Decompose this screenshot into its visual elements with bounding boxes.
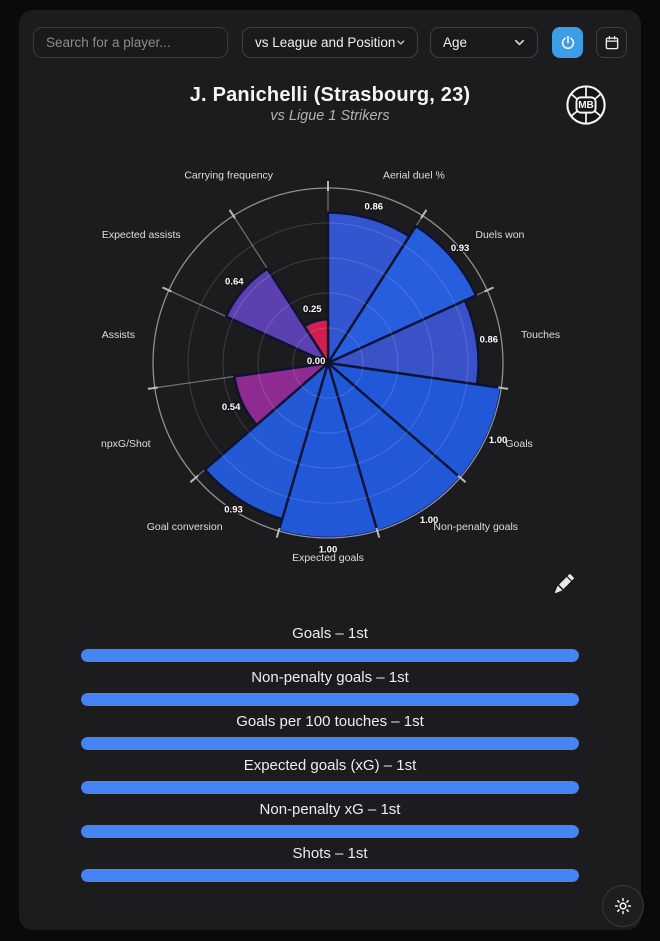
ranking-label: Non-penalty goals – 1st [251,669,409,686]
ranking-bar-fill [81,693,579,706]
theme-toggle-button[interactable] [602,885,644,927]
ranking-bar-track [81,693,579,706]
calendar-button[interactable] [596,27,627,58]
ranking-label: Goals – 1st [292,625,368,642]
edit-button[interactable] [551,570,577,596]
page-subtitle: vs Ligue 1 Strikers [270,108,390,124]
age-dropdown-label: Age [443,35,468,50]
league-position-dropdown-label: vs League and Position [255,35,396,50]
chevron-down-icon [514,39,525,46]
page-title: J. Panichelli (Strasbourg, 23) [189,84,471,106]
ranking-bar-track [81,781,579,794]
main-card: vs League and Position Age J. Panichelli… [19,10,644,930]
ranking-label: Goals per 100 touches – 1st [236,713,424,730]
age-dropdown[interactable]: Age [430,27,538,58]
league-position-dropdown[interactable]: vs League and Position [242,27,418,58]
ranking-row: Non-penalty goals – 1st [19,668,641,712]
ranking-bar-fill [81,825,579,838]
ranking-row: Non-penalty xG – 1st [19,800,641,844]
ranking-label: Non-penalty xG – 1st [259,801,401,818]
sun-icon [614,897,632,915]
ranking-row: Goals per 100 touches – 1st [19,712,641,756]
ranking-bars-section: Goals – 1st Non-penalty goals – 1st Goals … [19,624,641,888]
ranking-row: Shots – 1st [19,844,641,888]
ranking-row: Expected goals (xG) – 1st [19,756,641,800]
calendar-icon [605,35,618,49]
mb-logo: MB [566,85,606,125]
ranking-bar-fill [81,781,579,794]
ranking-label: Shots – 1st [292,845,368,862]
ranking-bar-fill [81,737,579,750]
pencil-icon [554,573,574,593]
ranking-bar-track [81,649,579,662]
search-input[interactable] [33,27,228,58]
ranking-bar-fill [81,869,579,882]
chevron-down-icon [397,40,405,45]
ranking-label: Expected goals (xG) – 1st [243,757,417,774]
ranking-bar-track [81,737,579,750]
ranking-bar-track [81,869,579,882]
ranking-bar-fill [81,649,579,662]
ranking-row: Goals – 1st [19,624,641,668]
ranking-bar-track [81,825,579,838]
power-icon [561,35,574,49]
mb-logo-text: MB [578,100,594,111]
power-button[interactable] [552,27,583,58]
